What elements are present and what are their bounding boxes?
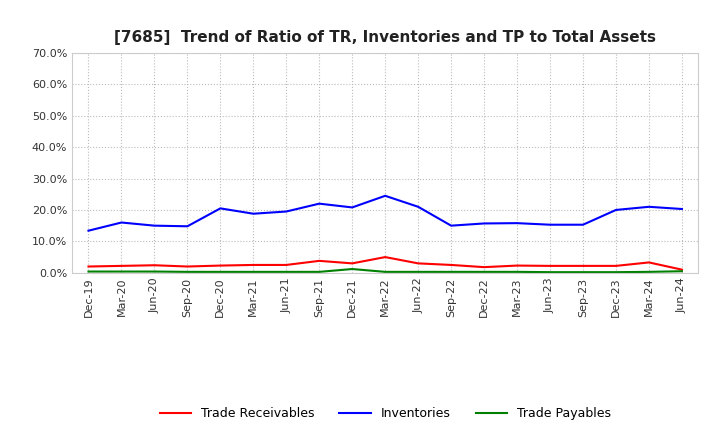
Trade Receivables (216, 263, 225, 268)
Trade Receivables (447, 262, 456, 268)
Inventories (348, 205, 356, 210)
Trade Receivables (282, 262, 291, 268)
Inventories (480, 221, 488, 226)
Trade Payables (447, 269, 456, 275)
Inventories (546, 222, 554, 227)
Trade Receivables (315, 258, 323, 264)
Inventories (579, 222, 588, 227)
Trade Receivables (381, 254, 390, 260)
Line: Trade Receivables: Trade Receivables (89, 257, 682, 270)
Trade Receivables (644, 260, 653, 265)
Trade Receivables (117, 263, 126, 268)
Trade Payables (546, 270, 554, 275)
Inventories (117, 220, 126, 225)
Trade Payables (150, 269, 158, 274)
Trade Payables (381, 269, 390, 275)
Title: [7685]  Trend of Ratio of TR, Inventories and TP to Total Assets: [7685] Trend of Ratio of TR, Inventories… (114, 29, 656, 45)
Trade Receivables (612, 263, 621, 268)
Trade Receivables (414, 261, 423, 266)
Inventories (216, 206, 225, 211)
Trade Payables (315, 269, 323, 275)
Inventories (84, 228, 93, 233)
Trade Receivables (546, 263, 554, 268)
Inventories (513, 220, 521, 226)
Line: Trade Payables: Trade Payables (89, 269, 682, 272)
Trade Payables (282, 269, 291, 275)
Trade Payables (480, 269, 488, 275)
Inventories (414, 204, 423, 209)
Inventories (381, 193, 390, 198)
Trade Payables (84, 269, 93, 274)
Trade Payables (579, 270, 588, 275)
Trade Receivables (678, 267, 686, 272)
Trade Receivables (480, 264, 488, 270)
Line: Inventories: Inventories (89, 196, 682, 231)
Inventories (612, 207, 621, 213)
Trade Payables (183, 269, 192, 275)
Inventories (249, 211, 258, 216)
Trade Payables (414, 269, 423, 275)
Inventories (678, 206, 686, 212)
Inventories (150, 223, 158, 228)
Trade Receivables (579, 263, 588, 268)
Trade Receivables (348, 261, 356, 266)
Trade Receivables (513, 263, 521, 268)
Trade Payables (249, 269, 258, 275)
Trade Payables (117, 269, 126, 274)
Trade Payables (348, 266, 356, 271)
Inventories (315, 201, 323, 206)
Inventories (644, 204, 653, 209)
Trade Receivables (183, 264, 192, 269)
Trade Payables (644, 269, 653, 275)
Trade Receivables (150, 263, 158, 268)
Trade Payables (612, 270, 621, 275)
Trade Payables (513, 269, 521, 275)
Inventories (282, 209, 291, 214)
Legend: Trade Receivables, Inventories, Trade Payables: Trade Receivables, Inventories, Trade Pa… (155, 402, 616, 425)
Trade Receivables (249, 262, 258, 268)
Trade Receivables (84, 264, 93, 269)
Trade Payables (678, 268, 686, 274)
Inventories (183, 224, 192, 229)
Inventories (447, 223, 456, 228)
Trade Payables (216, 269, 225, 275)
